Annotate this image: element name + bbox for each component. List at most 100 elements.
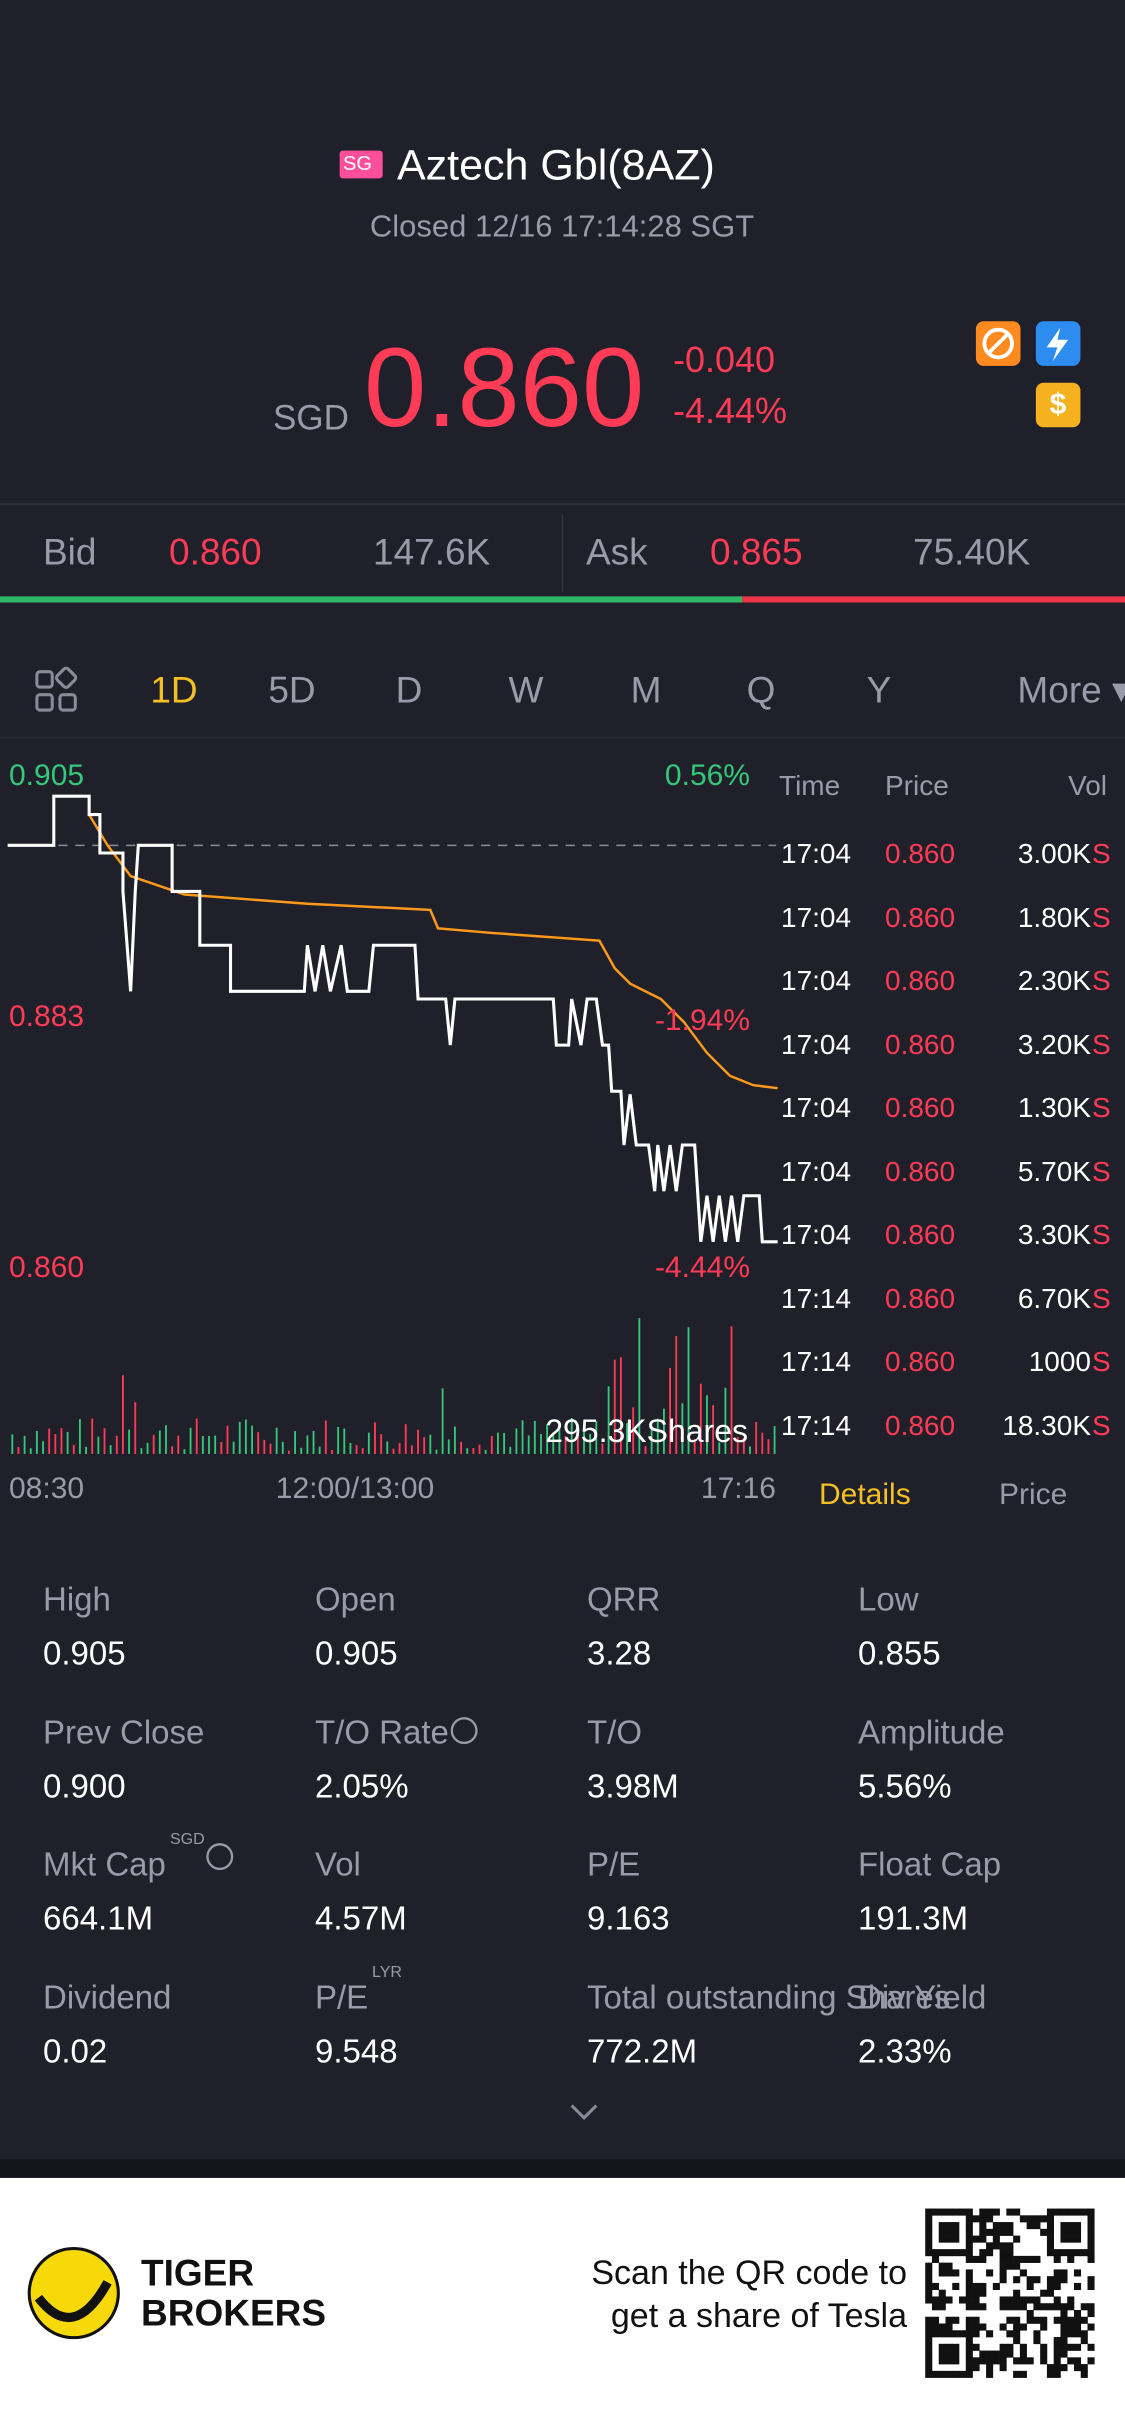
volume-total: 295.3KShares [545, 1413, 748, 1449]
period-tab[interactable]: 5D [268, 669, 316, 711]
trade-price: 0.860 [885, 1155, 956, 1187]
stat-value: 9.163 [587, 1899, 670, 1937]
trade-vol: 18.30K [1002, 1409, 1091, 1441]
stat-label: Total outstanding Shares [587, 1978, 951, 2015]
pct-high: 0.56% [664, 759, 750, 792]
trade-side: S [1092, 901, 1111, 933]
period-tab[interactable]: M [630, 669, 662, 711]
price: 0.860 [364, 325, 645, 450]
volume-bars [11, 1318, 776, 1454]
time-start: 08:30 [9, 1472, 85, 1505]
info-icon[interactable] [206, 1843, 234, 1871]
stat-value: 5.56% [858, 1767, 952, 1804]
grid-icon [35, 666, 78, 712]
trade-time: 17:04 [781, 1092, 852, 1123]
trade-side: S [1092, 1219, 1111, 1250]
stat-label: T/O Rate [315, 1713, 449, 1750]
trade-vol: 1000 [1028, 1346, 1091, 1377]
stat-value: 2.33% [858, 2032, 952, 2069]
stat-value: 4.57M [315, 1899, 407, 1937]
period-tab[interactable]: More ▾ [1017, 669, 1125, 711]
stat-label: Div Yield [858, 1978, 987, 2015]
stat-label: P/E [587, 1845, 641, 1883]
trade-side: S [1092, 1346, 1111, 1377]
change: -0.040 [673, 339, 776, 380]
price-line [7, 794, 778, 1244]
stat-value: 0.900 [43, 1767, 126, 1804]
bid-price: 0.860 [169, 531, 262, 573]
badge-bg [339, 150, 383, 179]
status: Closed 12/16 17:14:28 SGT [369, 208, 755, 244]
trade-price: 0.860 [885, 1282, 956, 1314]
footer-shadow [0, 2159, 1125, 2178]
trade-vol: 5.70K [1017, 1155, 1091, 1187]
trade-time: 17:14 [781, 1346, 852, 1377]
info-icon[interactable] [450, 1717, 478, 1745]
trade-vol: 3.00K [1017, 838, 1091, 869]
trade-time: 17:04 [781, 965, 852, 996]
stat-value: 0.855 [858, 1634, 941, 1672]
stat-value: 2.05% [315, 1767, 409, 1804]
trade-price: 0.860 [885, 1028, 956, 1060]
stat-sup: LYR [372, 1963, 402, 1981]
trades-header: Price [885, 770, 949, 801]
trade-vol: 2.30K [1017, 965, 1091, 996]
trades-header: Vol [1068, 770, 1107, 801]
stat-value: 0.02 [43, 2032, 108, 2069]
period-tab[interactable]: D [395, 669, 423, 711]
stat-value: 0.905 [315, 1634, 398, 1672]
trade-price: 0.860 [885, 901, 956, 933]
stat-label: Amplitude [858, 1713, 1005, 1750]
stat-value: 664.1M [43, 1899, 154, 1937]
period-tab[interactable]: W [508, 669, 544, 711]
trade-price: 0.860 [885, 965, 956, 996]
price-high: 0.905 [9, 759, 85, 792]
pct-mid: -1.94% [654, 1004, 750, 1037]
trade-time: 17:04 [781, 1219, 852, 1250]
stat-label: Prev Close [43, 1713, 205, 1750]
ask-size: 75.40K [913, 531, 1031, 573]
stat-value: 3.98M [587, 1767, 679, 1804]
bid-label: Bid [43, 531, 97, 573]
trade-side: S [1092, 1282, 1111, 1314]
footer-promo: get a share of Tesla [610, 2297, 907, 2335]
period-tab[interactable]: Y [866, 669, 892, 711]
trade-time: 17:04 [781, 1155, 852, 1187]
trade-time: 17:14 [781, 1282, 852, 1314]
price-mid: 0.883 [9, 1000, 85, 1033]
bid-size: 147.6K [373, 531, 491, 573]
stat-label: High [43, 1580, 111, 1618]
footer-promo: Scan the QR code to [591, 2254, 907, 2292]
ask-label: Ask [586, 531, 648, 573]
period-tab[interactable]: Q [746, 669, 776, 711]
period-tab[interactable]: 1D [150, 669, 198, 711]
stat-label: QRR [587, 1580, 661, 1618]
stat-label: Open [315, 1580, 396, 1618]
trade-vol: 3.30K [1017, 1219, 1091, 1250]
trade-side: S [1092, 1155, 1111, 1187]
footer-brand: TIGER [141, 2252, 255, 2294]
ask-price: 0.865 [710, 531, 803, 573]
trade-side: S [1092, 965, 1111, 996]
stat-label: Mkt Cap [43, 1845, 166, 1883]
trade-vol: 1.80K [1017, 901, 1091, 933]
stat-value: 191.3M [858, 1899, 969, 1937]
tab-price[interactable]: Price [999, 1478, 1068, 1511]
stat-label: T/O [587, 1713, 642, 1750]
trade-price: 0.860 [885, 1346, 956, 1377]
tab-details[interactable]: Details [819, 1478, 911, 1511]
trade-side: S [1092, 838, 1111, 869]
stat-label: P/E [315, 1978, 369, 2015]
stat-label: Float Cap [858, 1845, 1002, 1883]
trade-time: 17:04 [781, 901, 852, 933]
icon-dollar-text: $ [1049, 388, 1067, 421]
stat-value: 0.905 [43, 1634, 126, 1672]
trade-price: 0.860 [885, 838, 956, 869]
pct-low: -4.44% [654, 1251, 750, 1284]
trade-price: 0.860 [885, 1219, 956, 1250]
time-end: 17:16 [700, 1472, 776, 1505]
time-mid: 12:00/13:00 [275, 1472, 435, 1505]
avg-line [88, 813, 778, 1090]
